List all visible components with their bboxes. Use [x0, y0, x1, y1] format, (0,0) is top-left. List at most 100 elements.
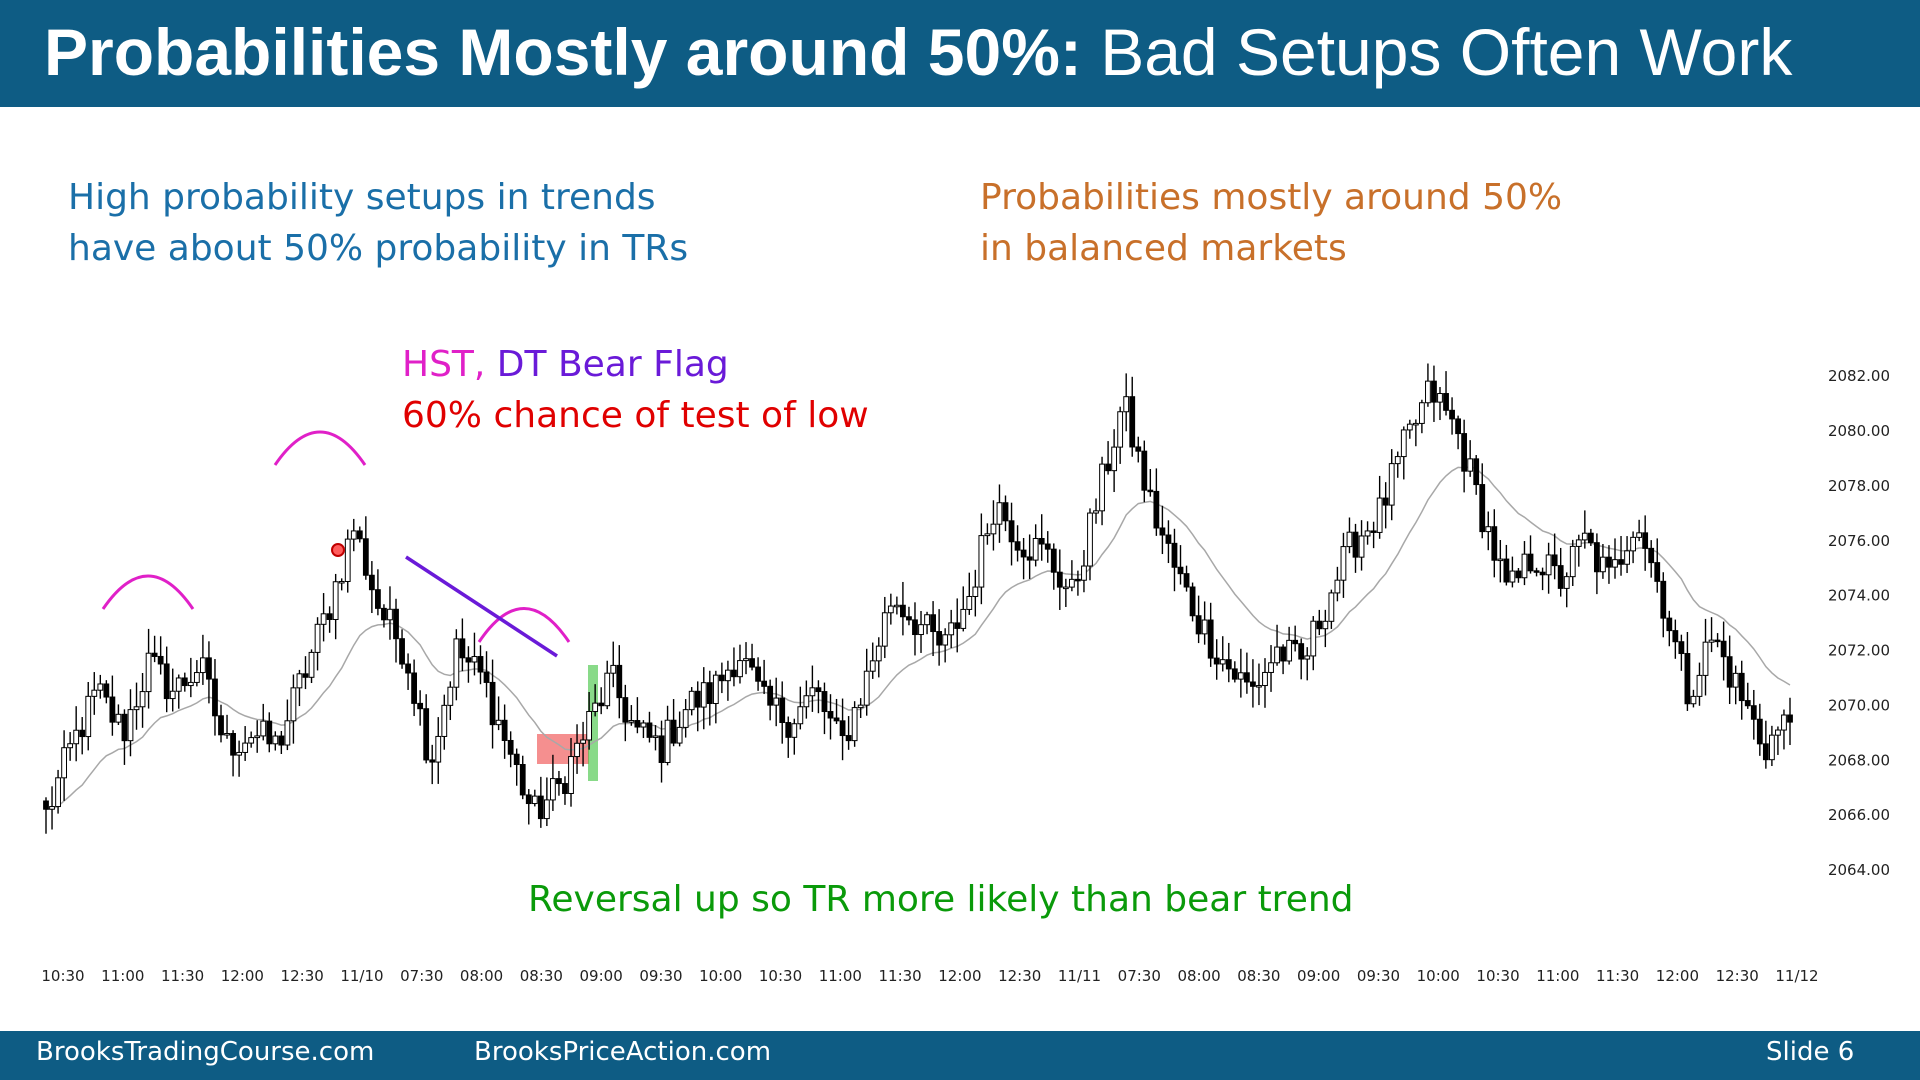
candle-body	[568, 756, 574, 794]
x-tick-label-2: 11:30	[161, 967, 204, 985]
candles-layer	[43, 363, 1793, 834]
footer-site-2: BrooksPriceAction.com	[474, 1037, 772, 1067]
candle-body	[809, 687, 816, 697]
candle-body	[206, 657, 212, 680]
candle-body	[248, 737, 255, 744]
candle-body	[1690, 695, 1697, 705]
candle-body	[761, 680, 768, 687]
candle-body	[121, 713, 128, 742]
y-tick-label-0: 2082.00	[1828, 367, 1890, 385]
candle-body	[942, 634, 949, 646]
candle-body	[1201, 619, 1208, 635]
candle-body	[1165, 534, 1172, 544]
candle-body	[1702, 641, 1709, 676]
candle-body	[797, 706, 804, 725]
x-tick-label-17: 11/11	[1058, 967, 1101, 985]
candle-body	[417, 702, 424, 710]
candle-body	[1298, 643, 1305, 660]
candle-body	[1243, 672, 1250, 683]
candle-body	[1491, 526, 1498, 561]
candle-body	[326, 613, 333, 620]
hst-label: HST,	[402, 344, 486, 385]
candle-body	[1274, 646, 1280, 664]
candle-body	[91, 689, 98, 697]
x-tick-label-28: 12:30	[1716, 967, 1759, 985]
candle-body	[1406, 423, 1413, 431]
candle-body	[1382, 497, 1389, 506]
candle-body	[634, 720, 641, 728]
candle-body	[1714, 639, 1721, 643]
candle-body	[1171, 542, 1178, 568]
y-tick-label-6: 2070.00	[1828, 696, 1890, 714]
candle-body	[314, 623, 321, 653]
candle-body	[1213, 657, 1220, 665]
price-chart: 2082.00 2080.00 2078.00 2076.00 2074.00 2072.…	[41, 363, 1890, 985]
candle-body	[254, 735, 261, 739]
candle-body	[616, 664, 623, 699]
candle-body	[531, 795, 538, 805]
candle-body	[1219, 659, 1226, 665]
candle-body	[767, 685, 774, 706]
candle-body	[1600, 556, 1606, 573]
candle-body	[1515, 570, 1522, 579]
x-tick-label-13: 11:00	[819, 967, 862, 985]
candle-body	[791, 723, 798, 738]
x-tick-label-16: 12:30	[998, 967, 1041, 985]
candle-body	[1473, 458, 1480, 486]
candle-body	[863, 670, 870, 706]
candle-body	[1394, 456, 1401, 465]
candle-body	[73, 729, 80, 745]
trend-setups-line-2: have about 50% probability in TRs	[68, 228, 689, 269]
pattern-note: HST, DT Bear Flag 60% chance of test of …	[402, 339, 869, 441]
candle-body	[1292, 639, 1299, 645]
candle-body	[996, 502, 1003, 525]
candle-body	[1044, 543, 1051, 550]
candle-body	[670, 719, 677, 744]
candle-body	[1268, 662, 1274, 673]
x-tick-label-25: 11:00	[1536, 967, 1579, 985]
candle-body	[1418, 402, 1425, 424]
candle-body	[1400, 429, 1407, 458]
candle-body	[918, 624, 924, 636]
candle-body	[1569, 545, 1576, 578]
candle-body	[193, 672, 200, 683]
candle-body	[948, 622, 955, 636]
candle-body	[646, 722, 653, 738]
y-tick-label-3: 2076.00	[1828, 532, 1890, 550]
candle-body	[990, 523, 997, 535]
candle-body	[495, 719, 502, 726]
candle-body	[1455, 418, 1461, 435]
candle-body	[1787, 714, 1793, 723]
candle-body	[393, 608, 399, 640]
candle-body	[199, 657, 206, 674]
candle-body	[471, 656, 478, 663]
candle-body	[302, 673, 309, 678]
candle-body	[1648, 547, 1655, 564]
candle-body	[1744, 700, 1751, 707]
candle-body	[1020, 549, 1027, 558]
candle-body	[181, 677, 188, 687]
x-tick-label-12: 10:30	[759, 967, 802, 985]
candle-body	[887, 605, 894, 614]
candle-body	[1678, 641, 1685, 655]
x-tick-label-4: 12:30	[281, 967, 324, 985]
y-tick-label-8: 2066.00	[1828, 806, 1890, 824]
candle-body	[55, 777, 61, 808]
candle-body	[1775, 729, 1781, 736]
candle-body	[459, 638, 466, 659]
candle-body	[712, 674, 719, 705]
signal-dot	[331, 543, 345, 557]
candle-body	[1310, 620, 1317, 657]
candle-body	[1177, 566, 1184, 575]
candle-body	[851, 707, 858, 742]
y-tick-label-2: 2078.00	[1828, 477, 1890, 495]
candle-body	[308, 651, 315, 678]
candle-body	[755, 666, 761, 682]
candle-body	[592, 702, 599, 712]
candle-body	[1696, 674, 1703, 697]
candle-body	[477, 656, 484, 673]
candle-body	[1123, 396, 1130, 413]
candle-body	[483, 671, 490, 683]
candle-body	[356, 530, 363, 540]
candle-body	[845, 735, 852, 742]
